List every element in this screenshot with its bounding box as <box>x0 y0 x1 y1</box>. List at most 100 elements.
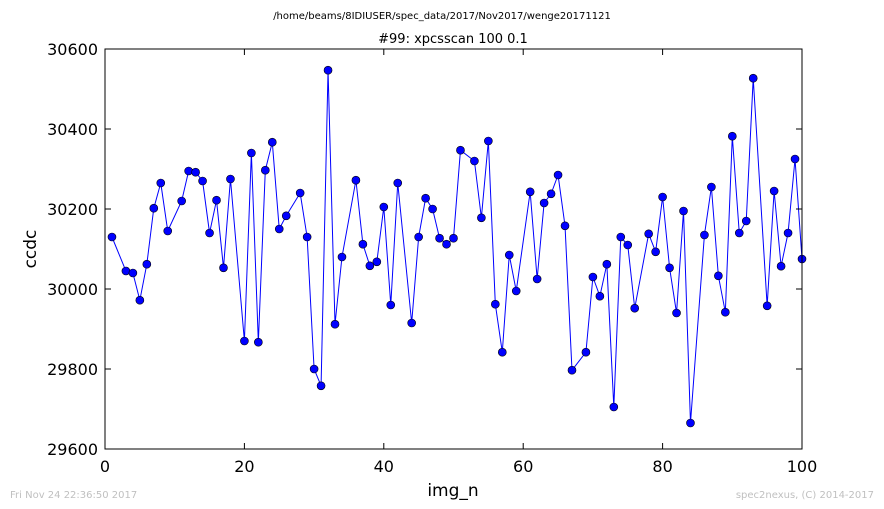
data-point <box>316 381 326 391</box>
data-point <box>470 156 479 166</box>
data-point <box>163 226 173 236</box>
data-point <box>247 148 256 158</box>
data-point <box>177 196 186 206</box>
data-point <box>623 240 633 250</box>
data-point <box>212 195 221 205</box>
data-point <box>309 364 319 374</box>
data-point <box>379 202 389 212</box>
data-point <box>302 232 312 242</box>
data-point <box>567 365 577 375</box>
x-tick-label: 80 <box>652 457 672 476</box>
data-point <box>456 145 465 155</box>
data-point <box>644 229 653 239</box>
data-point <box>219 263 228 273</box>
data-point <box>504 250 514 260</box>
data-point <box>156 178 166 188</box>
data-point <box>393 178 403 188</box>
data-point <box>762 301 772 311</box>
data-point <box>198 176 207 186</box>
data-point <box>511 286 521 296</box>
data-point <box>281 211 291 221</box>
y-tick-label: 29600 <box>47 440 98 459</box>
data-point <box>686 418 695 428</box>
data-point <box>274 224 284 234</box>
ticks-layer: 0 20 40 60 80 100 29600 29800 30000 30200 30400 306… <box>47 40 817 476</box>
data-point <box>497 347 507 357</box>
data-point <box>295 188 305 198</box>
x-tick-label: 0 <box>100 457 110 476</box>
data-point <box>769 186 779 196</box>
data-point <box>741 216 751 226</box>
data-point <box>226 174 235 184</box>
y-tick-label: 29800 <box>47 360 98 379</box>
data-point <box>665 263 674 273</box>
data-point <box>240 336 249 346</box>
data-point <box>525 187 535 197</box>
data-point <box>414 232 423 242</box>
data-point <box>595 291 605 301</box>
data-point <box>776 261 786 271</box>
data-point <box>477 213 486 223</box>
data-point <box>428 204 437 214</box>
data-point <box>581 347 591 357</box>
data-point <box>602 259 612 269</box>
data-point <box>135 295 145 305</box>
y-tick-label: 30000 <box>47 280 98 299</box>
plot-frame <box>104 48 803 450</box>
data-point <box>484 136 493 146</box>
data-point <box>658 192 667 202</box>
data-point <box>560 221 570 231</box>
data-point <box>553 170 563 180</box>
x-tick-label: 40 <box>374 457 394 476</box>
data-point <box>267 137 277 147</box>
data-point <box>128 268 138 278</box>
plot-area: 0 20 40 60 80 100 29600 29800 30000 30200 30400 306… <box>47 40 817 476</box>
data-point <box>386 300 396 310</box>
data-point <box>449 233 458 243</box>
data-point <box>532 274 542 284</box>
data-point <box>421 193 430 203</box>
y-tick-label: 30400 <box>47 120 98 139</box>
data-point <box>365 261 375 271</box>
data-point <box>107 232 117 242</box>
data-point <box>442 239 451 249</box>
x-tick-label: 100 <box>787 457 818 476</box>
y-tick-label: 30200 <box>47 200 98 219</box>
data-point <box>142 259 152 269</box>
y-tick-label: 30600 <box>47 40 98 59</box>
data-point <box>734 228 744 238</box>
data-point <box>748 73 758 83</box>
data-point <box>261 165 270 175</box>
y-axis-label: ccdc <box>21 230 41 269</box>
credit-footer: spec2nexus, (C) 2014-2017 <box>736 490 874 501</box>
data-point <box>609 402 619 412</box>
x-tick-label: 20 <box>234 457 254 476</box>
timestamp-footer: Fri Nov 24 22:36:50 2017 <box>10 490 137 501</box>
data-point <box>727 131 737 141</box>
data-point <box>588 272 598 282</box>
data-point <box>407 318 416 328</box>
data-point <box>679 206 688 216</box>
data-point <box>672 308 681 318</box>
series-line <box>111 70 803 424</box>
data-point <box>707 182 716 192</box>
data-point <box>721 307 730 317</box>
figure-suptitle: /home/beams/8IDIUSER/spec_data/2017/Nov2… <box>273 11 611 22</box>
data-point <box>254 337 263 347</box>
data-point <box>358 239 368 249</box>
data-point <box>351 175 361 185</box>
data-point <box>491 299 500 309</box>
data-point <box>700 230 709 240</box>
data-point <box>539 198 549 208</box>
x-tick-label: 60 <box>513 457 533 476</box>
data-point <box>205 228 214 238</box>
data-point <box>191 167 200 177</box>
data-point <box>630 303 640 313</box>
data-point <box>149 203 159 213</box>
data-point <box>323 65 333 75</box>
data-point <box>546 189 556 199</box>
data-point <box>184 166 193 176</box>
data-point <box>714 271 723 281</box>
chart-title: #99: xpcsscan 100 0.1 <box>378 32 528 47</box>
